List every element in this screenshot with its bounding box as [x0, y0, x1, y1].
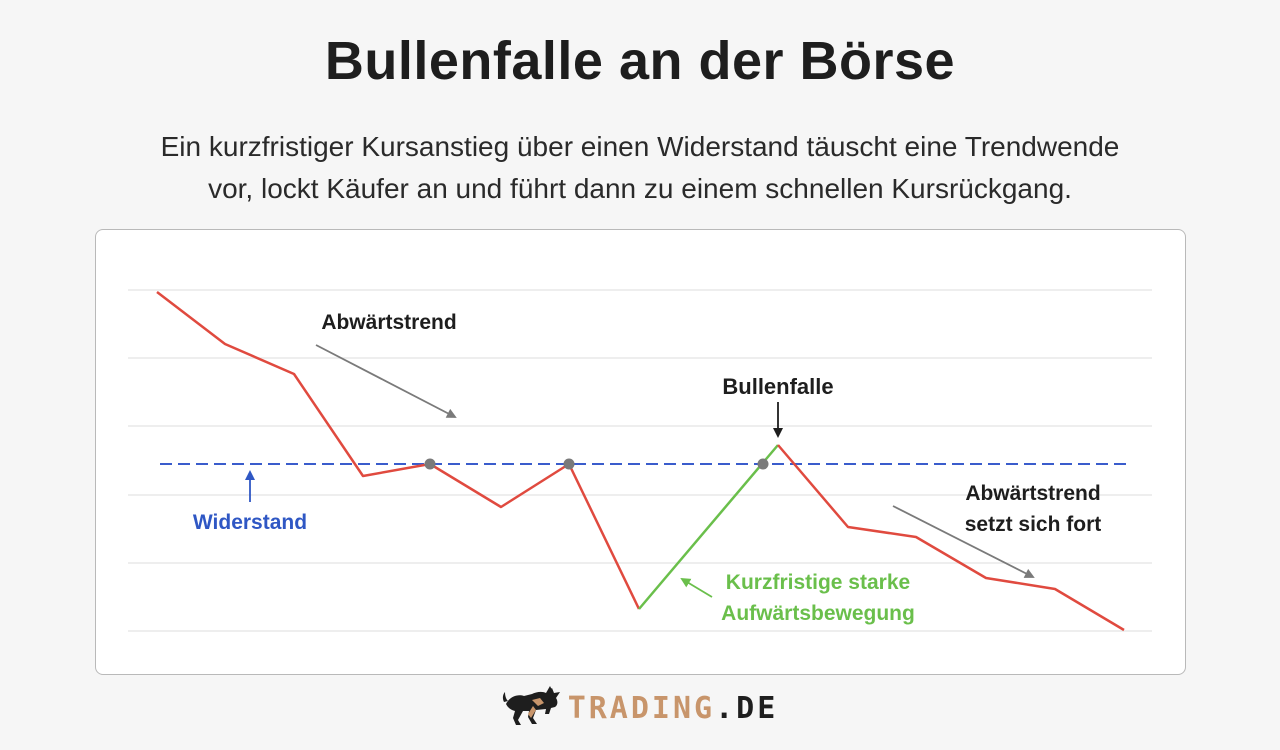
page-title: Bullenfalle an der Börse — [324, 31, 956, 91]
brand-logo[interactable]: TRADING.DE — [502, 684, 779, 733]
label-downtrend: Abwärtstrend — [321, 311, 456, 334]
label-downtrend-continues-2: setzt sich fort — [965, 513, 1102, 536]
resistance-touch-point — [757, 458, 769, 470]
diagram-panel — [95, 229, 1186, 675]
price-line-downtrend — [156, 291, 641, 610]
price-line-downtrend-continues — [777, 444, 1125, 632]
downtrend-continues-arrow — [892, 505, 1035, 578]
downtrend-arrow — [315, 344, 457, 418]
subtitle-line-2: vor, lockt Käufer an und führt dann zu e… — [208, 173, 1072, 204]
brand-name-part-2: .DE — [715, 690, 779, 726]
resistance-touch-point — [424, 458, 436, 470]
brand-name-part-1: TRADING — [567, 690, 716, 726]
bull-icon — [502, 684, 564, 733]
label-resistance: Widerstand — [193, 511, 307, 534]
price-line-upmove — [638, 444, 779, 610]
upmove-arrow — [680, 577, 713, 598]
subtitle-line-1: Ein kurzfristiger Kursanstieg über einen… — [160, 131, 1120, 162]
label-upmove-1: Kurzfristige starke — [726, 571, 910, 594]
label-bull-trap: Bullenfalle — [722, 374, 833, 399]
grid-lines — [128, 289, 1152, 632]
resistance-touch-point — [563, 458, 575, 470]
label-downtrend-continues-1: Abwärtstrend — [965, 482, 1100, 505]
label-upmove-2: Aufwärtsbewegung — [721, 602, 915, 625]
brand-name: TRADING.DE — [568, 691, 779, 726]
footer: TRADING.DE — [0, 683, 1280, 733]
page-subtitle: Ein kurzfristiger Kursanstieg über einen… — [40, 126, 1240, 210]
